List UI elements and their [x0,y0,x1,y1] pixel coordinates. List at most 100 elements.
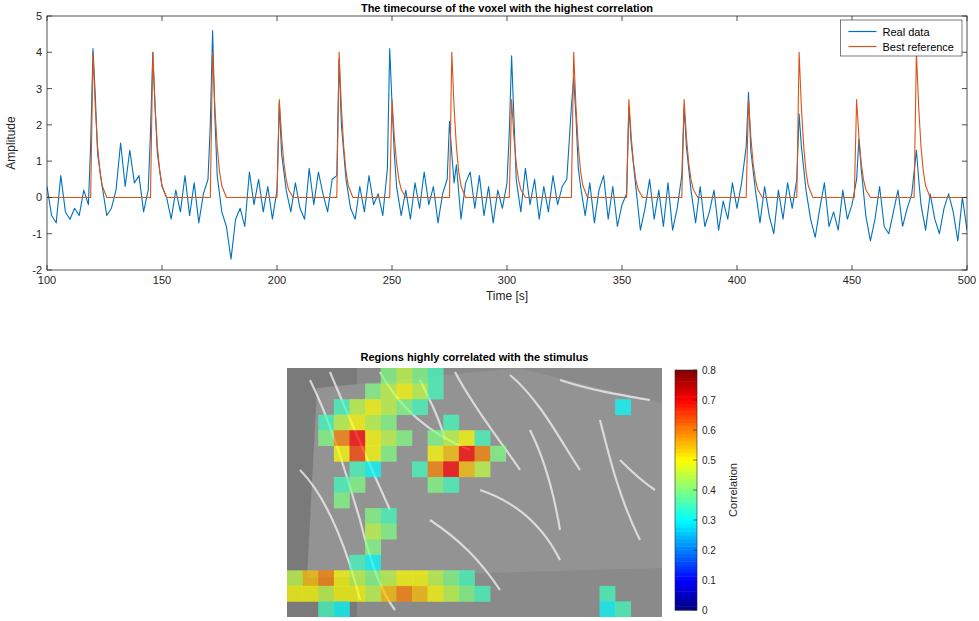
heatmap-cell [350,555,366,571]
background-vessel [480,490,560,560]
legend-box [840,20,962,56]
colorbar-step [675,494,697,498]
heatmap-cell [475,430,491,446]
y-tick [47,88,52,89]
colorbar-step [675,565,697,569]
heatmap-cell [412,570,428,586]
x-tick [392,265,393,270]
colorbar-step [675,513,697,517]
heatmap-cell [287,586,303,602]
x-tick [737,265,738,270]
colorbar-step [675,434,697,438]
background-vessel [510,375,580,470]
y-tick-label: 1 [36,155,42,167]
colorbar-step [675,370,697,374]
heatmap-cell [287,570,303,586]
background-vessel [530,430,560,530]
colorbar-step [675,468,697,472]
colorbar-step [675,561,697,565]
heatmap-cell [334,399,350,415]
colorbar-tick [693,610,697,611]
colorbar-step [675,396,697,400]
x-tick-label: 350 [613,274,631,286]
x-tick [507,265,508,270]
colorbar-step [675,378,697,382]
background-tissue [287,368,662,617]
heatmap-cell [381,384,397,400]
colorbar-step [675,550,697,554]
heatmap-cell [428,368,444,384]
heatmap-cell [365,555,381,571]
y-tick [47,197,52,198]
colorbar-step [675,603,697,607]
colorbar-step [675,426,697,430]
heatmap-cell [396,570,412,586]
y-tick-label: -2 [32,264,42,276]
x-axis-title: Time [s] [486,289,528,303]
heatmap-cell [350,430,366,446]
heatmap-cell [318,601,334,617]
chart-title: Regions highly correlated with the stimu… [361,351,589,363]
colorbar-step [675,576,697,580]
colorbar-step [675,475,697,479]
colorbar-step [675,408,697,412]
heatmap-cell [365,524,381,540]
heatmap-cell [443,415,459,431]
y-tick [47,52,52,53]
heatmap-cell [350,461,366,477]
colorbar-step [675,415,697,419]
y-tick-label: 3 [36,83,42,95]
colorbar-tick [693,550,697,551]
y-tick-label: 0 [36,191,42,203]
heatmap-cell [334,586,350,602]
colorbar-step [675,453,697,457]
y-tick-label: 2 [36,119,42,131]
heatmap-cell [475,446,491,462]
x-tick [967,16,968,21]
colorbar-tick-label: 0.4 [702,485,716,496]
heatmap-cell [396,384,412,400]
heatmap-cell [365,586,381,602]
background-vessel [600,420,640,540]
heatmap-cell [318,570,334,586]
y-tick [962,16,967,17]
legend: Real dataBest reference [840,20,962,56]
y-tick [962,161,967,162]
legend-label: Real data [882,26,930,38]
colorbar-step [675,535,697,539]
colorbar-step [675,483,697,487]
heatmap-cell [365,570,381,586]
x-tick [967,265,968,270]
heatmap-cell [396,586,412,602]
x-tick [622,16,623,21]
plot-area [47,16,967,270]
heatmap-cell [428,461,444,477]
colorbar-tick [693,490,697,491]
heatmap-cell [350,570,366,586]
heatmap-cell [365,461,381,477]
heatmap-cell [381,508,397,524]
legend-swatch [848,31,876,32]
heatmap-cell [443,461,459,477]
colorbar-step [675,400,697,404]
heatmap-cell [459,461,475,477]
colorbar-step [675,588,697,592]
colorbar-step [675,411,697,415]
heatmap-cell [381,399,397,415]
y-tick [47,161,52,162]
heatmap-cell [381,446,397,462]
colorbar-step [675,501,697,505]
colorbar-step [675,516,697,520]
colorbar: 00.10.20.30.40.50.60.70.8Correlation [675,365,739,616]
heatmap-cell [428,446,444,462]
heatmap-cell [365,384,381,400]
heatmap-cell [350,477,366,493]
colorbar-tick-label: 0.8 [702,365,716,376]
colorbar-tick-label: 0.6 [702,425,716,436]
heatmap-cell [428,586,444,602]
y-tick-label: -1 [32,228,42,240]
x-tick [277,265,278,270]
colorbar-step [675,584,697,588]
heatmap-cell [396,399,412,415]
heatmap-cell [443,430,459,446]
